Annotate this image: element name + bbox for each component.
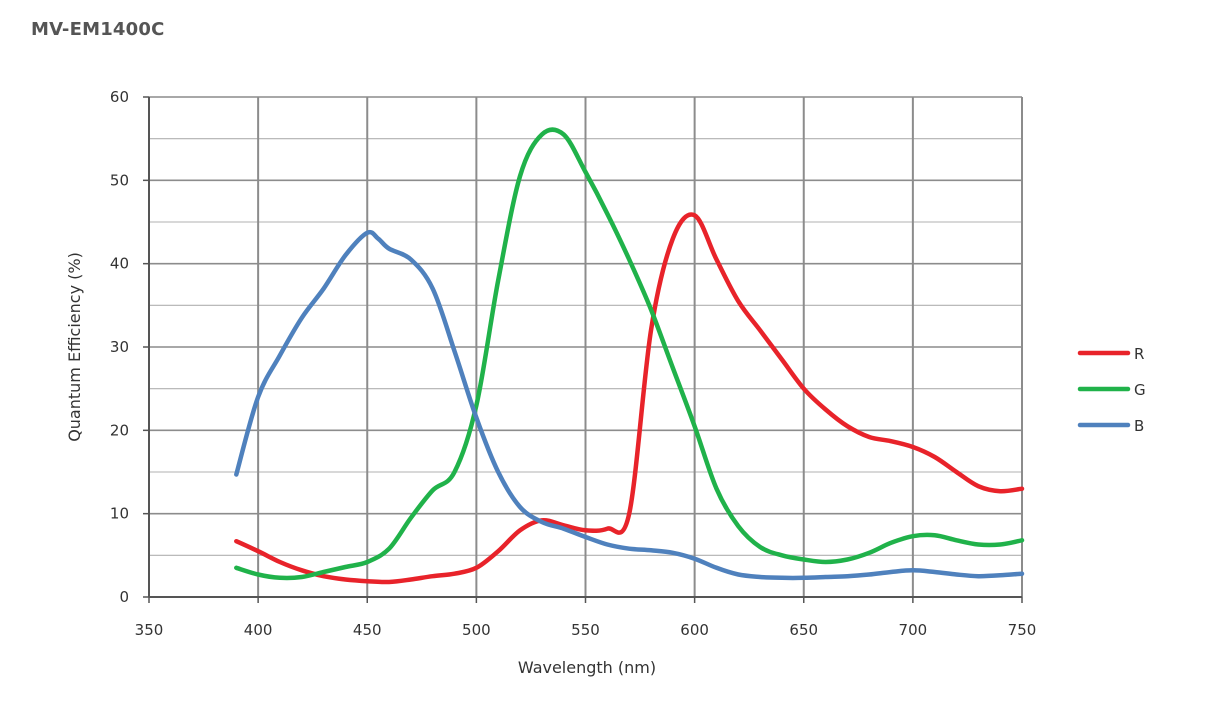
x-tick-label: 500 [462,621,491,639]
x-tick-label: 650 [789,621,818,639]
y-tick-label: 20 [110,421,129,439]
x-tick-label: 450 [353,621,382,639]
legend-label-g: G [1134,381,1146,399]
legend: RGB [1077,345,1146,435]
series-line-g [234,127,1025,581]
y-axis: 0 10 20 30 40 50 60 [110,88,149,606]
y-tick-label: 40 [110,255,129,273]
page-title: MV-EM1400C [31,19,165,40]
x-tick-label: 600 [680,621,709,639]
x-axis-title: Wavelength (nm) [518,658,656,677]
series-line-r [234,212,1025,585]
series-line-b [234,229,1025,581]
x-tick-label: 400 [244,621,273,639]
y-tick-label: 30 [110,338,129,356]
y-tick-label: 0 [119,588,129,606]
y-tick-label: 10 [110,505,129,523]
series-lines [234,127,1025,585]
x-axis: 350 400 450 500 550 600 650 700 750 [135,597,1037,639]
legend-label-r: R [1134,345,1144,363]
y-tick-label: 50 [110,171,129,189]
legend-label-b: B [1134,417,1144,435]
x-tick-label: 350 [135,621,164,639]
y-tick-label: 60 [110,88,129,106]
y-axis-title: Quantum Efficiency (%) [65,252,84,442]
x-tick-label: 700 [899,621,928,639]
x-tick-label: 750 [1008,621,1037,639]
x-tick-label: 550 [571,621,600,639]
